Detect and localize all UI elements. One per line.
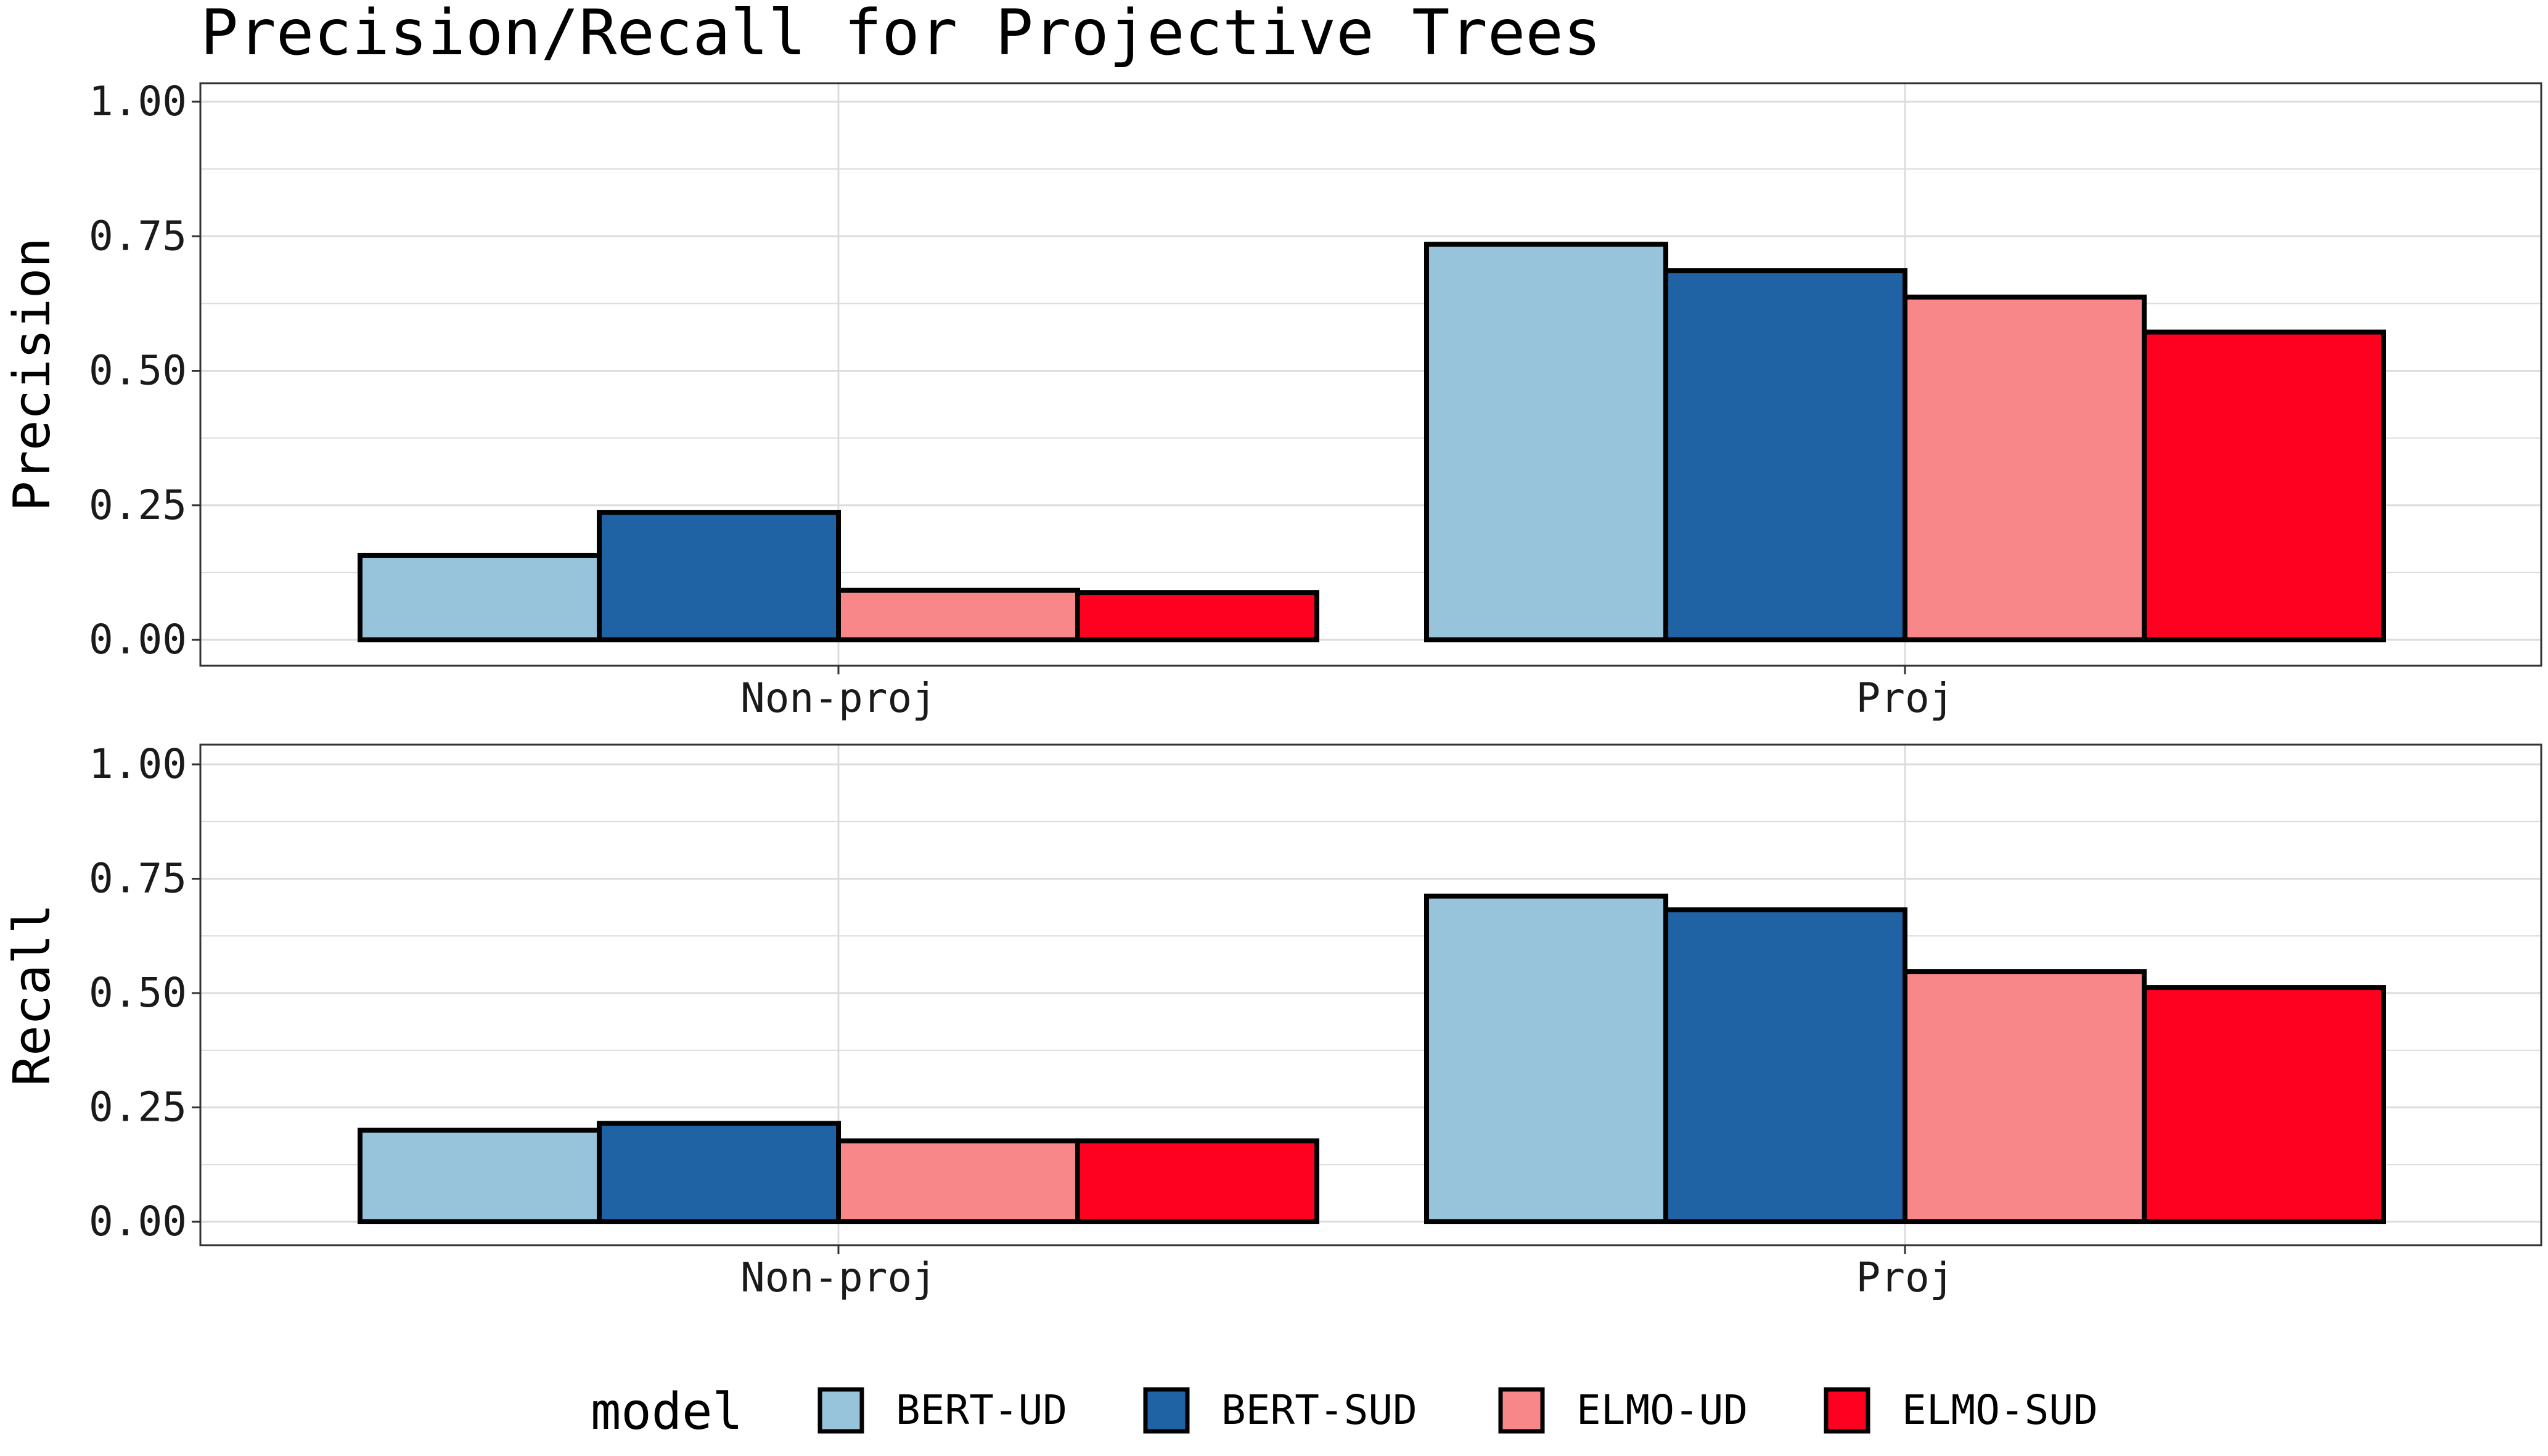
bar-recall-proj-bert-ud bbox=[1424, 893, 1668, 1225]
panel-recall: 0.00 0.25 0.50 0.75 1.00 Non-proj Proj Recall bbox=[3, 740, 2542, 1301]
chart-title: Precision/Recall for Projective Trees bbox=[200, 0, 1601, 70]
bar-precision-non-proj-bert-sud bbox=[597, 510, 841, 642]
bar-recall-proj-elmo-sud bbox=[2142, 985, 2386, 1224]
y-tick-label: 0.00 bbox=[89, 1198, 187, 1245]
x-tick-label: Non-proj bbox=[740, 674, 936, 722]
legend-title: model bbox=[591, 1383, 743, 1441]
legend-item-elmo-sud: ELMO-SUD bbox=[1824, 1386, 2098, 1434]
y-tick-label: 0.50 bbox=[89, 347, 187, 395]
panel-precision: 0.00 0.25 0.50 0.75 1.00 Non-proj Proj Precisio… bbox=[3, 78, 2542, 722]
x-tick-label: Proj bbox=[1856, 674, 1954, 722]
y-axis-title-precision: Precision bbox=[3, 237, 62, 511]
bar-recall-non-proj-bert-ud bbox=[358, 1127, 602, 1224]
panels-layer: 0.00 0.25 0.50 0.75 1.00 Non-proj Proj Precisio… bbox=[3, 78, 2542, 1301]
bar-recall-non-proj-elmo-ud bbox=[836, 1138, 1080, 1225]
y-axis-title-recall: Recall bbox=[3, 904, 62, 1086]
y-tick-label: 0.75 bbox=[89, 212, 187, 260]
y-tick-label: 0.50 bbox=[89, 969, 187, 1016]
x-tick-label: Non-proj bbox=[740, 1254, 936, 1301]
bar-recall-proj-bert-sud bbox=[1663, 907, 1907, 1225]
y-tick-label: 0.75 bbox=[89, 855, 187, 902]
y-tick-label: 1.00 bbox=[89, 78, 187, 125]
x-tick-label: Proj bbox=[1856, 1254, 1954, 1301]
legend-key-elmo-ud bbox=[1498, 1387, 1545, 1434]
bar-precision-non-proj-elmo-sud bbox=[1075, 590, 1319, 643]
bar-precision-non-proj-bert-ud bbox=[358, 552, 602, 643]
panel-border bbox=[199, 743, 2542, 1246]
bar-precision-proj-elmo-sud bbox=[2142, 329, 2386, 642]
legend-item-bert-sud: BERT-SUD bbox=[1143, 1386, 1417, 1434]
bar-recall-proj-elmo-ud bbox=[1903, 969, 2147, 1224]
legend-item-elmo-ud: ELMO-UD bbox=[1498, 1386, 1748, 1434]
legend-key-elmo-sud bbox=[1824, 1387, 1870, 1434]
bar-recall-non-proj-elmo-sud bbox=[1075, 1138, 1319, 1225]
bar-precision-non-proj-elmo-ud bbox=[836, 587, 1080, 643]
y-tick-label: 0.00 bbox=[89, 616, 187, 663]
y-tick-label: 1.00 bbox=[89, 740, 187, 788]
legend-label-elmo-ud: ELMO-UD bbox=[1576, 1386, 1748, 1434]
legend-key-bert-sud bbox=[1143, 1387, 1190, 1434]
bar-precision-proj-elmo-ud bbox=[1903, 294, 2147, 642]
y-tick-label: 0.25 bbox=[89, 1084, 187, 1131]
bar-precision-proj-bert-ud bbox=[1424, 242, 1668, 643]
panel-border bbox=[199, 82, 2542, 667]
legend-item-bert-ud: BERT-UD bbox=[817, 1386, 1067, 1434]
y-tick-label: 0.25 bbox=[89, 481, 187, 529]
legend-label-bert-ud: BERT-UD bbox=[896, 1386, 1067, 1434]
legend-label-elmo-sud: ELMO-SUD bbox=[1902, 1386, 2098, 1434]
legend: model BERT-UD BERT-SUD ELMO-UD ELMO-SUD bbox=[591, 1383, 2098, 1441]
bar-precision-proj-bert-sud bbox=[1663, 268, 1907, 642]
legend-label-bert-sud: BERT-SUD bbox=[1221, 1386, 1417, 1434]
bar-recall-non-proj-bert-sud bbox=[597, 1121, 841, 1224]
legend-key-bert-ud bbox=[817, 1387, 864, 1434]
